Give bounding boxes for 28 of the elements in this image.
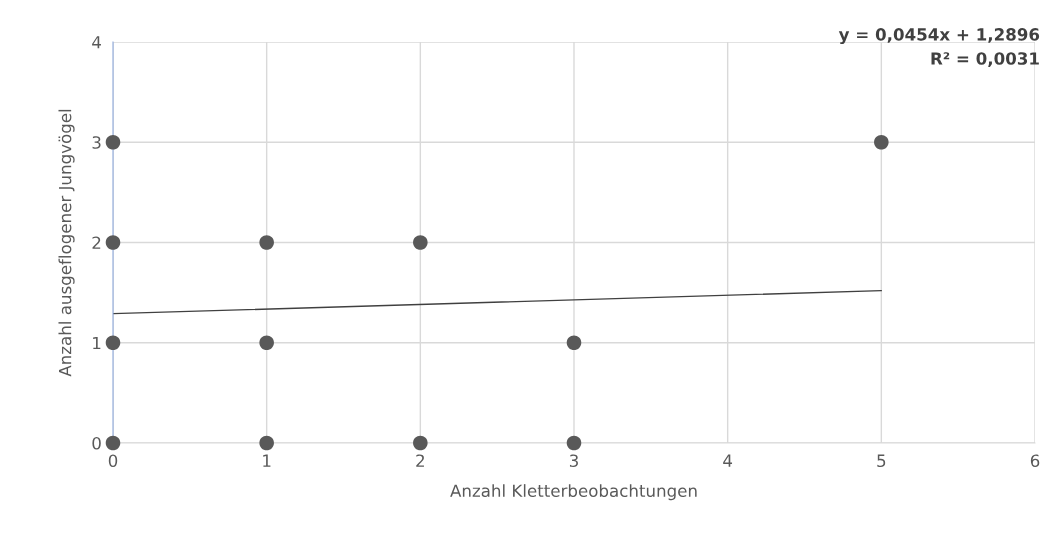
x-tick-label: 5: [877, 454, 886, 468]
x-tick-label: 6: [1030, 454, 1040, 468]
x-axis-title: Anzahl Kletterbeobachtungen: [450, 484, 697, 501]
x-tick-label: 3: [569, 454, 578, 468]
annotation: R² = 0,0031: [931, 52, 1039, 67]
y-tick-label: 3: [92, 136, 101, 149]
x-tick-label: 0: [108, 454, 118, 468]
y-tick-label: 4: [92, 36, 101, 49]
point: [259, 235, 274, 250]
point: [105, 134, 121, 150]
point: [105, 235, 121, 250]
x-tick-label: 1: [263, 454, 271, 467]
y-tick-label: 2: [92, 236, 101, 249]
y-tick-label: 0: [92, 436, 101, 450]
point: [413, 435, 428, 451]
point: [874, 134, 889, 150]
x-tick-label: 2: [416, 454, 424, 467]
point: [259, 435, 274, 451]
point: [566, 435, 582, 451]
x-tick-label: 4: [723, 454, 733, 467]
y-tick-label: 1: [93, 336, 101, 350]
annotation: y = 0,0454x + 1,2896: [838, 28, 1040, 45]
point: [105, 435, 121, 451]
point: [259, 335, 274, 351]
point: [105, 335, 121, 351]
point: [413, 235, 428, 250]
y-axis-title: Anzahl ausgeflogener Jungvögel: [58, 109, 75, 377]
point: [566, 335, 582, 351]
